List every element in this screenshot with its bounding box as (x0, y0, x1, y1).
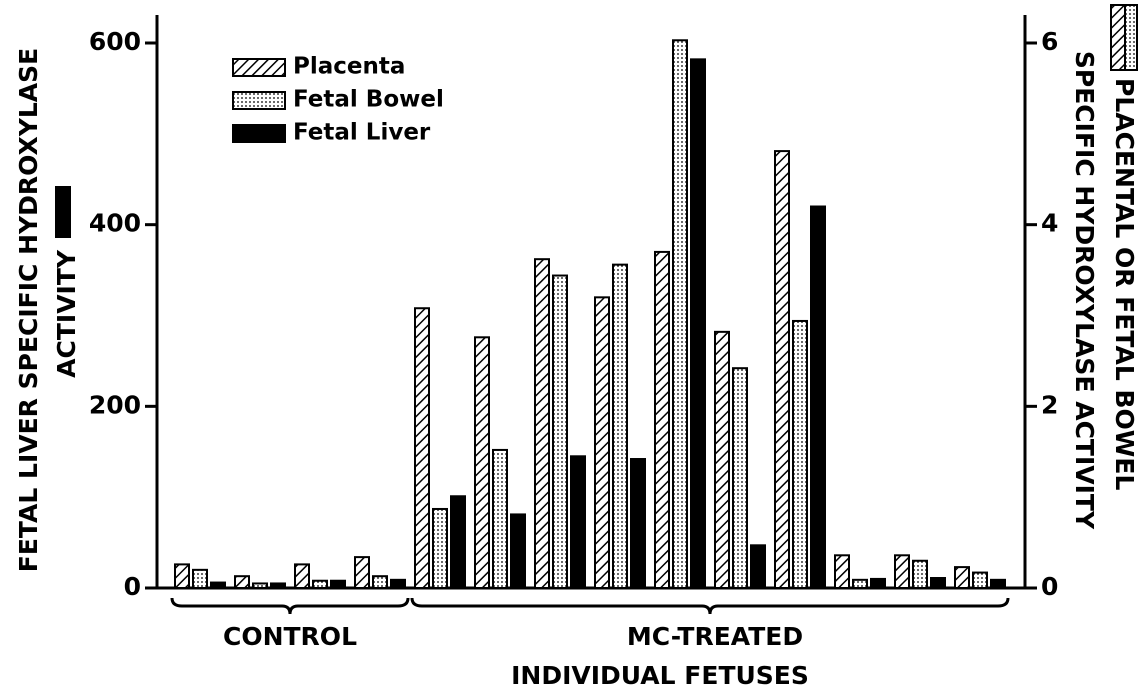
y2-axis-key (1110, 4, 1126, 71)
bar (990, 578, 1006, 590)
y-tick-label: 600 (89, 27, 141, 56)
bar (894, 554, 910, 589)
bar (450, 495, 466, 589)
bar (714, 330, 730, 589)
bar (534, 258, 550, 589)
group-brace (170, 597, 410, 615)
bar (312, 579, 328, 590)
bar (510, 513, 526, 589)
bar (972, 571, 988, 590)
y-tick-label: 200 (89, 390, 141, 419)
bar (210, 581, 226, 589)
bar (330, 579, 346, 590)
bar (474, 336, 490, 589)
legend-swatch (232, 124, 286, 143)
bar (954, 566, 970, 590)
bar (252, 582, 268, 589)
bar (372, 575, 388, 589)
bar (810, 205, 826, 589)
bar (672, 39, 688, 589)
y2-axis-label: SPECIFIC HYDROXYLASE ACTIVITY (1070, 51, 1099, 530)
y2-tick-label: 6 (1041, 27, 1058, 56)
y2-tick-label: 4 (1041, 209, 1058, 238)
bar (570, 455, 586, 589)
bar (414, 307, 430, 589)
bar (354, 556, 370, 589)
legend-swatch (232, 58, 286, 77)
bar (870, 577, 886, 590)
bar (930, 577, 946, 590)
y2-axis-label: PLACENTAL OR FETAL BOWEL (1110, 78, 1138, 490)
bar (270, 582, 286, 589)
y-axis-key (55, 186, 71, 238)
y-axis-label: FETAL LIVER SPECIFIC HYDROXYLASE (14, 48, 43, 572)
bar (750, 544, 766, 590)
group-brace (410, 597, 1010, 615)
bar (612, 263, 628, 589)
y-tick-label: 0 (124, 572, 141, 601)
y-tick-label: 400 (89, 209, 141, 238)
bar (654, 250, 670, 590)
x-axis-label: INDIVIDUAL FETUSES (511, 661, 809, 690)
bar (234, 575, 250, 589)
bar (174, 563, 190, 590)
group-label: CONTROL (223, 622, 357, 651)
bar (294, 563, 310, 590)
group-label: MC-TREATED (627, 622, 803, 651)
bar (432, 507, 448, 590)
bar (492, 448, 508, 589)
y-axis-label: ACTIVITY (52, 249, 81, 378)
bar (192, 568, 208, 589)
bar (774, 150, 790, 589)
bar (552, 274, 568, 589)
legend-label: Placenta (293, 54, 405, 80)
bar (594, 296, 610, 589)
bar (630, 458, 646, 589)
bar (732, 367, 748, 589)
bar (690, 58, 706, 590)
bar (390, 578, 406, 590)
bar (834, 554, 850, 589)
legend-label: Fetal Bowel (293, 87, 444, 113)
y2-tick-label: 0 (1041, 572, 1058, 601)
bar (792, 319, 808, 589)
legend-label: Fetal Liver (293, 120, 431, 146)
legend-swatch (232, 91, 286, 110)
bar (912, 559, 928, 589)
y2-axis-key (1124, 4, 1138, 71)
y2-tick-label: 2 (1041, 390, 1058, 419)
bar (852, 578, 868, 590)
